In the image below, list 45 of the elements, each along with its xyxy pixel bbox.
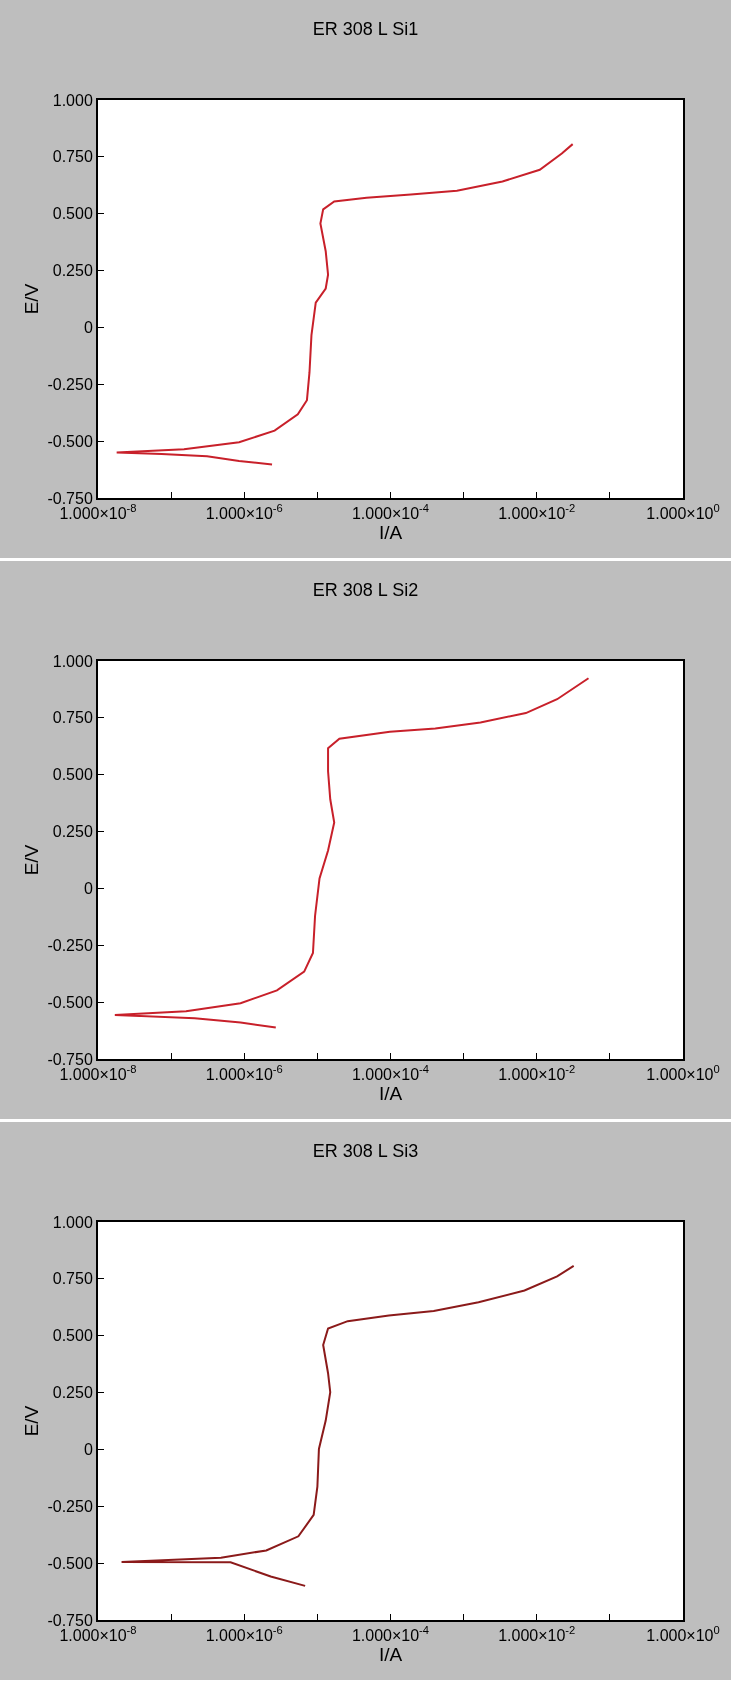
chart-title: ER 308 L Si2 <box>312 579 419 600</box>
y-tick-label: -0.750 <box>47 1050 93 1068</box>
x-tick-label: 1.000×10$^{-4}$ <box>351 502 430 523</box>
y-tick-label: 0.250 <box>52 1384 93 1402</box>
x-tick-label: 1.000×10$^{0}$ <box>646 1624 720 1645</box>
y-tick-label: 1.000 <box>52 1213 93 1231</box>
y-tick-label: -0.750 <box>47 489 93 507</box>
x-axis-title: I/A <box>378 1083 403 1105</box>
y-tick-label: 0.750 <box>52 148 93 166</box>
y-tick-label: 0.250 <box>52 262 93 280</box>
y-tick-label: -0.750 <box>47 1611 93 1629</box>
y-tick-label: -0.250 <box>47 936 93 954</box>
x-tick-label: 1.000×10$^{-4}$ <box>351 1624 430 1645</box>
y-tick-label: -0.500 <box>47 993 93 1011</box>
y-tick-label: 1.000 <box>52 652 93 670</box>
y-tick-label: 0.250 <box>52 823 93 841</box>
x-tick-label: 1.000×10$^{-6}$ <box>205 1624 283 1645</box>
y-axis-title: E/V <box>20 1405 42 1437</box>
chart-title: ER 308 L Si1 <box>312 18 419 39</box>
x-tick-label: 1.000×10$^{-4}$ <box>351 1063 430 1084</box>
y-tick-label: 0.750 <box>52 709 93 727</box>
y-axis-title: E/V <box>20 283 42 315</box>
x-axis-title: I/A <box>378 522 403 544</box>
y-tick-label: 0 <box>83 319 93 337</box>
x-tick-label: 1.000×10$^{-6}$ <box>205 502 283 523</box>
x-tick-label: 1.000×10$^{-6}$ <box>205 1063 283 1084</box>
x-tick-label: 1.000×10$^{-2}$ <box>498 1624 576 1645</box>
y-tick-label: 0.500 <box>52 766 93 784</box>
x-tick-label: 1.000×10$^{-2}$ <box>498 1063 576 1084</box>
y-tick-label: -0.250 <box>47 1497 93 1515</box>
y-tick-label: -0.250 <box>47 375 93 393</box>
y-tick-label: 0.750 <box>52 1270 93 1288</box>
x-tick-label: 1.000×10$^{-2}$ <box>498 502 576 523</box>
y-axis-title: E/V <box>20 844 42 876</box>
y-tick-label: 0 <box>83 1441 93 1459</box>
y-tick-label: -0.500 <box>47 1554 93 1572</box>
chart-title: ER 308 L Si3 <box>312 1140 419 1161</box>
y-tick-label: 1.000 <box>52 91 93 109</box>
y-tick-label: 0 <box>83 880 93 898</box>
y-tick-label: 0.500 <box>52 1327 93 1345</box>
y-tick-label: 0.500 <box>52 205 93 223</box>
y-tick-label: -0.500 <box>47 432 93 450</box>
x-tick-label: 1.000×10$^{0}$ <box>646 1063 720 1084</box>
x-tick-label: 1.000×10$^{0}$ <box>646 502 720 523</box>
x-axis-title: I/A <box>378 1644 403 1666</box>
